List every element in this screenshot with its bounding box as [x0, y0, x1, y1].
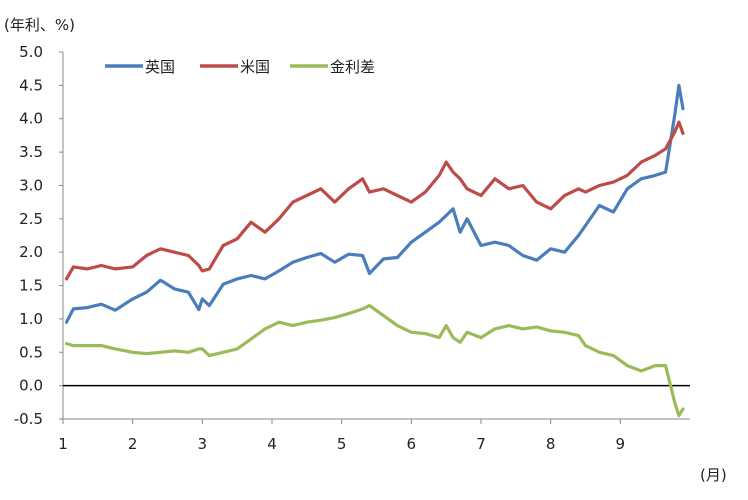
y-tick-label: 5.0	[19, 43, 43, 61]
legend-label-2: 米国	[240, 58, 270, 76]
y-tick-label: 4.0	[19, 110, 43, 128]
y-tick-label: 2.0	[19, 243, 43, 261]
x-tick-label: 2	[128, 435, 138, 453]
series-line-2	[64, 120, 685, 281]
y-axis-unit-label: (年利、%)	[4, 16, 75, 34]
y-tick-label: 0.5	[19, 343, 43, 361]
axes	[62, 52, 690, 420]
y-tick-label: 0.0	[19, 377, 43, 395]
x-tick-label: 9	[616, 435, 626, 453]
y-tick-label: 2.5	[19, 210, 43, 228]
legend-label-1: 英国	[145, 58, 175, 76]
x-axis-ticks: 1 2 3 4 5 6 7 8 9	[58, 419, 625, 453]
x-tick-label: 5	[337, 435, 347, 453]
legend: 英国 米国 金利差	[105, 58, 375, 76]
x-tick-label: 6	[407, 435, 417, 453]
y-tick-label: 4.5	[19, 76, 43, 94]
x-tick-label: 4	[267, 435, 277, 453]
y-tick-label: 3.5	[19, 143, 43, 161]
y-tick-label: 1.0	[19, 310, 43, 328]
x-tick-label: 3	[198, 435, 208, 453]
x-tick-label: 8	[546, 435, 556, 453]
x-axis-unit-label: (月)	[700, 466, 727, 484]
series-lines	[64, 83, 685, 418]
series-line-1	[64, 83, 685, 324]
series-line-3	[64, 304, 685, 418]
y-axis-ticks: 5.0 4.5 4.0 3.5 3.0 2.5 2.0 1.5 1.0 0.5 0.0 -0.5	[14, 43, 63, 428]
legend-label-3: 金利差	[330, 58, 375, 76]
y-tick-label: 1.5	[19, 277, 43, 295]
y-tick-label: 3.0	[19, 176, 43, 194]
y-tick-label: -0.5	[14, 410, 43, 428]
x-tick-label: 7	[476, 435, 486, 453]
x-tick-label: 1	[58, 435, 68, 453]
